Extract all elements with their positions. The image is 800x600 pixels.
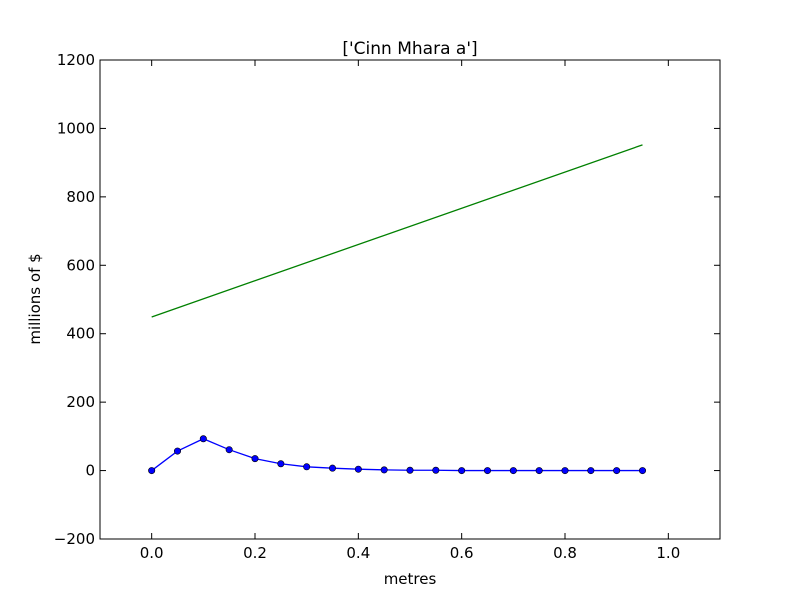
y-axis-label: millions of $ <box>26 253 44 344</box>
series-0-point <box>277 460 285 468</box>
axes: 0.0 0.2 0.4 0.6 0.8 1.0 −200 0 200 400 600 800 1000 1… <box>54 51 720 562</box>
x-tick-label: 0.6 <box>450 544 474 562</box>
y-tick-label: 1200 <box>57 51 95 69</box>
series-0-point <box>561 467 569 475</box>
series-0-point <box>613 467 621 475</box>
series-0-point <box>458 467 466 475</box>
y-tick-label: 1000 <box>57 119 95 137</box>
series-0-line <box>151 438 643 472</box>
series-0-point <box>148 467 156 475</box>
series-0-point <box>199 435 207 443</box>
series-0-point <box>174 447 182 455</box>
series-0-point <box>587 467 595 475</box>
x-tick-label: 0.4 <box>346 544 370 562</box>
axes-frame <box>99 59 721 540</box>
y-tick-label: 0 <box>85 462 95 480</box>
series-0-point <box>328 464 336 472</box>
series-0-point <box>432 466 440 474</box>
y-tick-label: −200 <box>54 530 95 548</box>
y-tick-label: 600 <box>66 256 95 274</box>
y-tick-label: 200 <box>66 393 95 411</box>
y-tick-label: 400 <box>66 325 95 343</box>
series-0-point <box>303 463 311 471</box>
series-1-line <box>151 144 643 318</box>
chart-title: ['Cinn Mhara a'] <box>342 39 477 59</box>
series-0-point <box>225 446 233 454</box>
x-axis-label: metres <box>384 570 437 588</box>
x-tick-label: 0.2 <box>243 544 267 562</box>
series-0-point <box>380 466 388 474</box>
series-0-point <box>509 467 517 475</box>
plot-area <box>148 144 646 475</box>
x-tick-label: 1.0 <box>656 544 680 562</box>
x-tick-label: 0.8 <box>553 544 577 562</box>
series-0-point <box>354 465 362 473</box>
y-tick-label: 800 <box>66 188 95 206</box>
x-tick-label: 0.0 <box>140 544 164 562</box>
series-0-point <box>251 455 259 463</box>
series-0-point <box>535 467 543 475</box>
series-0-point <box>638 467 646 475</box>
series-0-point <box>406 466 414 474</box>
series-0-point <box>483 467 491 475</box>
